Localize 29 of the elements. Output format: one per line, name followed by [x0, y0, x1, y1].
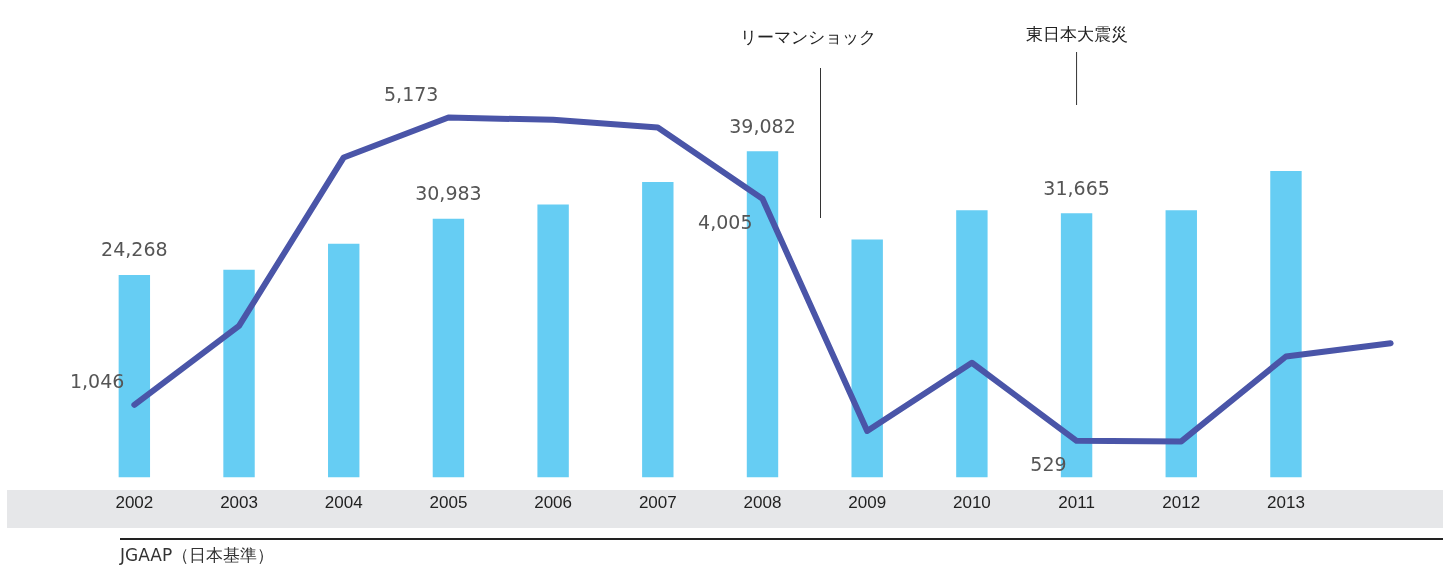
x-tick-label: 2010: [952, 493, 991, 513]
bar: [328, 243, 360, 478]
x-tick-label: 2005: [429, 493, 468, 513]
bar: [851, 239, 883, 478]
x-tick-label: 2002: [115, 493, 154, 513]
bar: [223, 269, 255, 478]
x-tick-label: 2008: [743, 493, 782, 513]
x-tick-label: 2011: [1058, 493, 1095, 513]
ref-line-label: 東日本大震災: [1025, 23, 1128, 44]
data-label: 31,665: [1043, 176, 1110, 199]
data-label: 5,173: [384, 83, 439, 105]
x-tick-label: 2012: [1162, 493, 1201, 513]
x-tick-label: 2013: [1267, 493, 1305, 513]
x-tick-label: 2009: [848, 493, 887, 513]
x-tick-label: 2003: [220, 493, 258, 513]
data-label: 24,268: [101, 238, 168, 261]
bar: [1165, 210, 1197, 478]
x-tick-label: 2006: [534, 493, 573, 513]
text: リーマンショック: [740, 26, 876, 49]
x-tick-label: 2004: [324, 493, 363, 513]
data-label: 30,983: [415, 182, 482, 205]
x-tick-label: 2007: [638, 493, 677, 513]
data-label: 39,082: [729, 114, 796, 137]
bar: [432, 218, 465, 478]
bar: [642, 181, 674, 478]
bar: [956, 210, 988, 478]
bar: [1270, 171, 1302, 478]
bar: [537, 204, 569, 478]
text: JGAAP（日本基準）: [120, 544, 275, 565]
